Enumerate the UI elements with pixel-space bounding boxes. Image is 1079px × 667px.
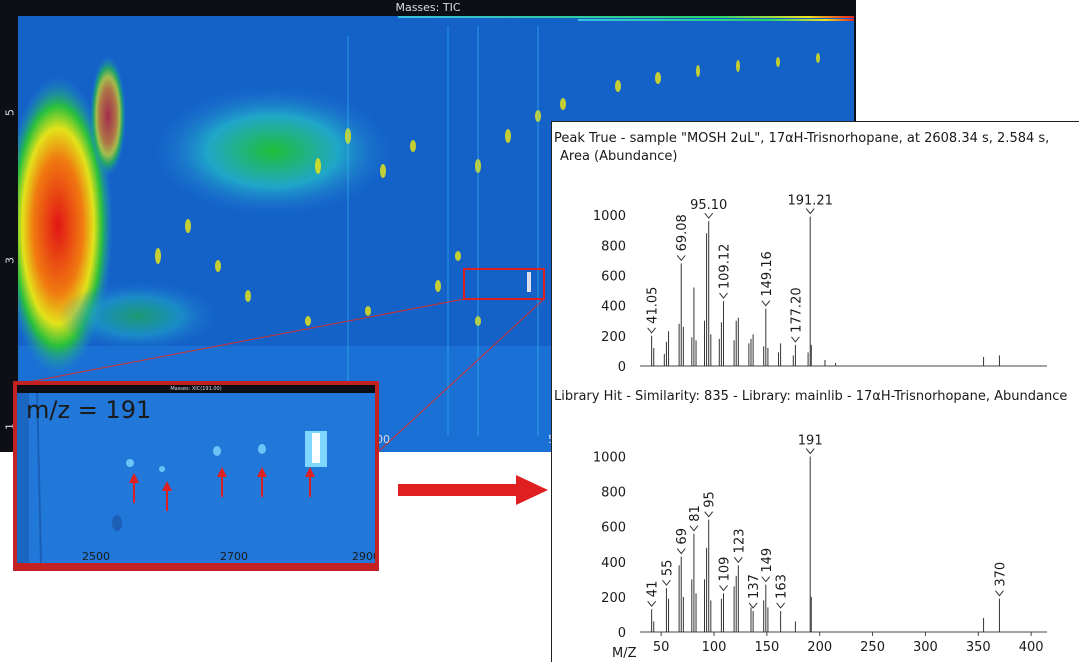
spectrum-y-tick-label: 200: [601, 591, 626, 606]
peak-marker-icon: [805, 208, 815, 215]
spectrum-y-tick-label: 400: [601, 556, 626, 571]
peak-label: 109: [718, 557, 733, 582]
peak-label: 41: [646, 581, 661, 598]
eic-x-tick: 2900: [352, 550, 375, 563]
spectrum-y-tick-label: 200: [601, 330, 626, 345]
eic-x-tick: 2700: [220, 550, 248, 563]
eic-arrow-head-icon: [162, 481, 172, 491]
peak-marker-icon: [776, 602, 785, 609]
peak-label: 69: [675, 528, 690, 545]
tic-x-tick: 00: [376, 433, 390, 446]
spectrum-2-plot: 0200400600800100041556981951091231371491…: [593, 434, 1047, 655]
peak-label: 177.20: [789, 287, 804, 333]
peak-marker-icon: [704, 212, 714, 219]
peak-label: 191.21: [787, 194, 833, 209]
peak-label: 109.12: [718, 244, 733, 289]
spectrum-y-tick-label: 0: [618, 626, 626, 641]
tic-y-tick: 3: [3, 257, 17, 264]
spectrum-x-tick-label: 150: [754, 640, 779, 655]
spectrum-2-title: Library Hit - Similarity: 835 - Library:…: [554, 389, 1067, 404]
spectrum-y-tick-label: 1000: [593, 209, 626, 224]
peak-label: 149.16: [760, 251, 775, 296]
peak-label: 95: [703, 491, 718, 508]
peak-label: 191: [798, 434, 823, 449]
eic-heatmap: 2500 2700 2900: [17, 385, 375, 563]
spectrum-x-tick-label: 300: [913, 640, 938, 655]
peak-marker-icon: [719, 585, 728, 592]
eic-arrow-head-icon: [217, 467, 227, 477]
peak-marker-icon: [761, 300, 771, 307]
tic-title: Masses: TIC: [395, 1, 461, 14]
red-arrow-icon: [398, 475, 548, 505]
spectrum-y-tick-label: 600: [601, 269, 626, 284]
spectrum-1-title: Peak True - sample "MOSH 2uL", 17αH-Tris…: [554, 131, 1049, 146]
tic-spots: [155, 53, 820, 326]
spectrum-x-tick-label: 250: [860, 640, 885, 655]
spectrum-y-tick-label: 0: [618, 360, 626, 375]
peak-label: 81: [688, 505, 703, 522]
spectrum-y-tick-label: 1000: [593, 451, 626, 466]
peak-marker-icon: [805, 448, 815, 455]
peak-marker-icon: [647, 600, 657, 607]
peak-label: 69.08: [675, 214, 690, 251]
eic-red-arrows: [129, 467, 315, 511]
spectrum-y-tick-label: 400: [601, 300, 626, 315]
eic-arrow-head-icon: [129, 473, 139, 483]
eic-arrow-head-icon: [305, 467, 315, 477]
spectrum-1-subtitle: Area (Abundance): [560, 149, 677, 164]
spectrum-x-tick-label: 50: [653, 640, 670, 655]
eic-arrow-head-icon: [257, 467, 267, 477]
spectrum-x-tick-label: 400: [1019, 640, 1044, 655]
spectrum-y-tick-label: 800: [601, 239, 626, 254]
mass-spectra-panel: Peak True - sample "MOSH 2uL", 17αH-Tris…: [551, 121, 1079, 662]
eic-inset-panel: 2500 2700 2900 Masses: XIC(191.00): [13, 381, 379, 571]
peak-label: 149: [760, 548, 775, 573]
peak-label: 123: [732, 528, 747, 553]
peak-marker-icon: [719, 292, 728, 299]
peak-label: 370: [993, 562, 1008, 587]
mass-spectra-svg: Peak True - sample "MOSH 2uL", 17αH-Tris…: [554, 131, 1067, 661]
eic-header: Masses: XIC(191.00): [17, 385, 375, 393]
spectrum-2-xlabel: M/Z: [612, 646, 637, 661]
spectrum-x-tick-label: 100: [702, 640, 727, 655]
spectrum-x-tick-label: 200: [807, 640, 832, 655]
peak-label: 41.05: [646, 287, 661, 324]
peak-marker-icon: [733, 557, 743, 564]
peak-marker-icon: [662, 579, 671, 586]
peak-marker-icon: [704, 511, 714, 518]
tic-y-tick: 5: [3, 109, 17, 116]
peak-label: 137: [747, 574, 762, 599]
peak-marker-icon: [995, 590, 1004, 597]
peak-marker-icon: [676, 548, 686, 555]
spectrum-y-tick-label: 800: [601, 486, 626, 501]
eic-x-tick: 2500: [82, 550, 110, 563]
peak-label: 55: [660, 560, 675, 577]
spectrum-y-tick-label: 600: [601, 521, 626, 536]
peak-marker-icon: [676, 255, 686, 262]
peak-marker-icon: [689, 525, 699, 532]
peak-marker-icon: [647, 327, 657, 334]
peak-marker-icon: [761, 576, 771, 583]
tic-zoom-box: [463, 268, 545, 300]
spectrum-x-tick-label: 350: [966, 640, 991, 655]
peak-marker-icon: [791, 336, 800, 343]
peak-label: 95.10: [690, 198, 727, 213]
peak-label: 163: [775, 574, 790, 599]
eic-mz-label: m/z = 191: [26, 396, 152, 424]
peak-marker-icon: [748, 602, 758, 609]
